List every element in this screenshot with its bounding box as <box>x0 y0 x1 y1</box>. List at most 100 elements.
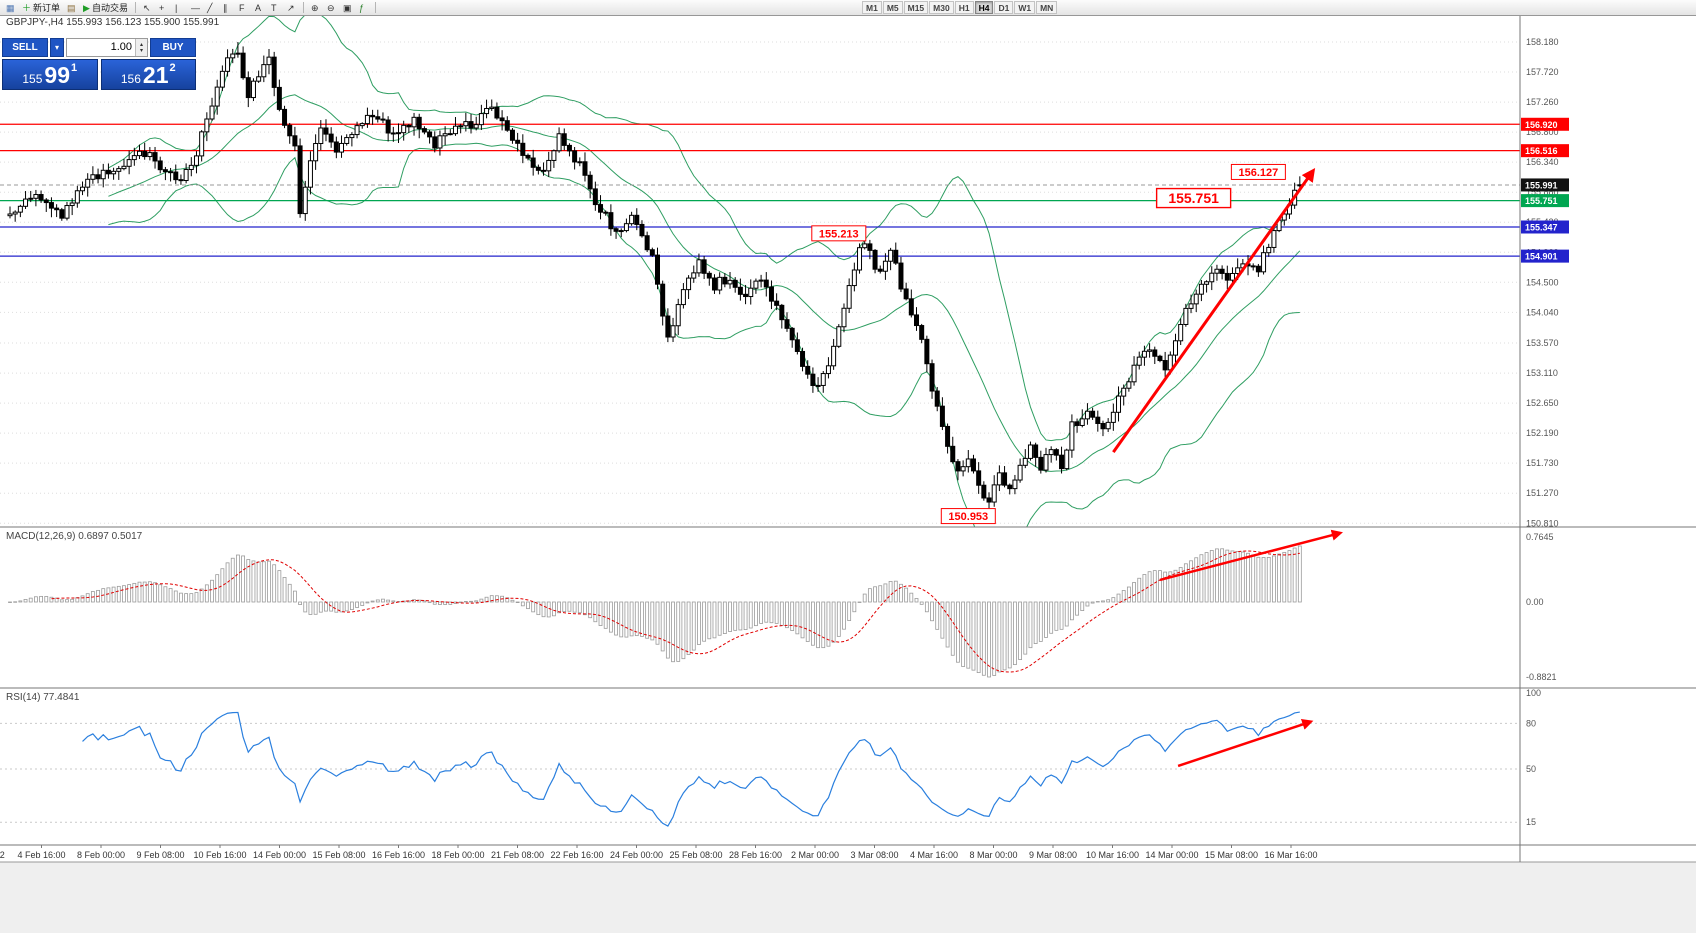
svg-text:0.7645: 0.7645 <box>1526 532 1554 542</box>
cursor-icon: ↖ <box>142 2 151 13</box>
sell-price-pip: 1 <box>71 62 78 74</box>
one-click-trading-panel: SELL ▾ 1.00 ▴ ▾ BUY 155 99 1 156 21 2 <box>2 38 196 90</box>
trendline-tool-button[interactable]: ╱ <box>204 1 219 15</box>
buy-price-pip: 2 <box>169 62 176 74</box>
svg-text:14 Feb 00:00: 14 Feb 00:00 <box>253 850 306 860</box>
rsi-panel <box>0 711 1520 827</box>
zoom-in-icon: ⊕ <box>310 2 319 13</box>
horizontal-line-icon: — <box>190 2 200 13</box>
svg-text:152.190: 152.190 <box>1526 428 1559 438</box>
volume-value[interactable]: 1.00 <box>110 41 132 53</box>
timeframe-d1[interactable]: D1 <box>994 1 1014 14</box>
svg-text:157.720: 157.720 <box>1526 67 1559 77</box>
timeframe-m30[interactable]: M30 <box>929 1 954 14</box>
svg-text:150.953: 150.953 <box>948 511 988 523</box>
text-tool-button[interactable]: A <box>252 1 267 15</box>
trendline-icon: ╱ <box>206 2 213 13</box>
timeframe-m15[interactable]: M15 <box>903 1 929 14</box>
cursor-tool-button[interactable]: ↖ <box>140 1 155 15</box>
svg-text:157.260: 157.260 <box>1526 97 1559 107</box>
svg-text:155.991: 155.991 <box>1525 180 1558 190</box>
svg-text:155.751: 155.751 <box>1168 190 1219 206</box>
svg-text:15: 15 <box>1526 817 1536 827</box>
timeframe-h1[interactable]: H1 <box>954 1 974 14</box>
timeframe-mn[interactable]: MN <box>1036 1 1058 14</box>
play-icon: ▶ <box>83 2 90 13</box>
chart-window-button[interactable]: ▦ <box>3 1 18 15</box>
svg-text:151.730: 151.730 <box>1526 458 1559 468</box>
svg-text:16 Feb 16:00: 16 Feb 16:00 <box>372 850 425 860</box>
indicators-button[interactable]: ƒ <box>356 1 371 15</box>
auto-trading-button-label: 自动交易 <box>91 2 128 13</box>
svg-text:10 Mar 16:00: 10 Mar 16:00 <box>1086 850 1139 860</box>
svg-text:21 Feb 08:00: 21 Feb 08:00 <box>491 850 544 860</box>
channel-tool-button[interactable]: ∥ <box>220 1 235 15</box>
tile-windows-button[interactable]: ▣ <box>340 1 355 15</box>
buy-price-display[interactable]: 156 21 2 <box>100 59 196 90</box>
svg-text:150.810: 150.810 <box>1526 518 1559 528</box>
vertical-line-tool-button[interactable]: | <box>172 1 187 15</box>
timeframe-m1[interactable]: M1 <box>862 1 882 14</box>
fibonacci-icon: F <box>238 2 245 13</box>
svg-text:15 Mar 08:00: 15 Mar 08:00 <box>1205 850 1258 860</box>
sell-price-display[interactable]: 155 99 1 <box>2 59 98 90</box>
svg-text:3 Feb 2022: 3 Feb 2022 <box>0 850 5 860</box>
fibonacci-tool-button[interactable]: F <box>236 1 251 15</box>
svg-text:14 Mar 00:00: 14 Mar 00:00 <box>1145 850 1198 860</box>
svg-text:154.500: 154.500 <box>1526 277 1559 287</box>
buy-button[interactable]: BUY <box>150 38 196 57</box>
sell-options-dropdown[interactable]: ▾ <box>50 38 64 57</box>
svg-text:154.901: 154.901 <box>1525 252 1558 262</box>
timeframe-toolbar: M1 M5 M15 M30 H1 H4 D1 W1 MN <box>862 1 1058 14</box>
svg-text:154.040: 154.040 <box>1526 307 1559 317</box>
new-order-button-label: 新订单 <box>33 2 61 13</box>
new-order-plus-icon: ＋ <box>22 2 32 13</box>
svg-text:MACD(12,26,9) 0.6897 0.5017: MACD(12,26,9) 0.6897 0.5017 <box>6 531 143 542</box>
channel-icon: ∥ <box>222 2 228 13</box>
timeframe-w1[interactable]: W1 <box>1014 1 1036 14</box>
auto-trading-button[interactable]: ▶ 自动交易 <box>80 1 131 15</box>
svg-text:RSI(14) 77.4841: RSI(14) 77.4841 <box>6 692 80 703</box>
buy-price-prefix: 156 <box>120 71 141 86</box>
spinner-down-icon[interactable]: ▾ <box>139 47 143 54</box>
volume-field[interactable]: 1.00 ▴ ▾ <box>66 38 148 57</box>
timeframe-m5[interactable]: M5 <box>882 1 903 14</box>
zoom-in-button[interactable]: ⊕ <box>308 1 323 15</box>
buy-price-big: 21 <box>142 62 169 89</box>
trade-prices-row: 155 99 1 156 21 2 <box>2 59 196 90</box>
svg-text:156.127: 156.127 <box>1238 167 1278 179</box>
new-order-button[interactable]: ＋新订单 <box>19 1 63 15</box>
svg-text:8 Mar 00:00: 8 Mar 00:00 <box>969 850 1017 860</box>
svg-text:-0.8821: -0.8821 <box>1526 672 1557 682</box>
crosshair-tool-button[interactable]: + <box>156 1 171 15</box>
indicators-icon: ƒ <box>358 2 364 13</box>
svg-text:0.00: 0.00 <box>1526 597 1544 607</box>
svg-text:9 Mar 08:00: 9 Mar 08:00 <box>1029 850 1077 860</box>
text-icon: A <box>254 2 261 13</box>
macd-panel <box>8 545 1302 678</box>
svg-text:80: 80 <box>1526 718 1536 728</box>
svg-text:155.751: 155.751 <box>1525 196 1558 206</box>
main-price-panel <box>0 16 1520 527</box>
chart-canvas[interactable]: 158.180 157.720 157.260 156.800 156.340 155.8… <box>0 16 1696 933</box>
arrow-tool-button[interactable]: ↗ <box>284 1 299 15</box>
sell-button[interactable]: SELL <box>2 38 48 57</box>
volume-stepper[interactable]: ▴ ▾ <box>135 39 147 56</box>
toolbar-left-group: ▦ ＋新订单 ▤ ▶ 自动交易 ↖ + | — ╱ ∥ F A T ↗ ⊕ ⊖ ▣ ƒ <box>3 1 379 15</box>
timeframe-h4[interactable]: H4 <box>974 1 994 14</box>
tile-windows-icon: ▣ <box>342 2 352 13</box>
spinner-up-icon[interactable]: ▴ <box>139 41 143 48</box>
arrow-icon: ↗ <box>286 2 295 13</box>
profiles-button[interactable]: ▤ <box>64 1 79 15</box>
svg-text:100: 100 <box>1526 688 1541 698</box>
horizontal-line-tool-button[interactable]: — <box>188 1 203 15</box>
svg-text:153.570: 153.570 <box>1526 338 1559 348</box>
zoom-out-button[interactable]: ⊖ <box>324 1 339 15</box>
svg-text:3 Mar 08:00: 3 Mar 08:00 <box>850 850 898 860</box>
label-tool-button[interactable]: T <box>268 1 283 15</box>
svg-text:8 Feb 00:00: 8 Feb 00:00 <box>77 850 125 860</box>
svg-text:9 Feb 08:00: 9 Feb 08:00 <box>136 850 184 860</box>
toolbar-separator <box>302 2 304 13</box>
svg-text:156.340: 156.340 <box>1526 157 1559 167</box>
chart-window-icon: ▦ <box>6 2 15 13</box>
